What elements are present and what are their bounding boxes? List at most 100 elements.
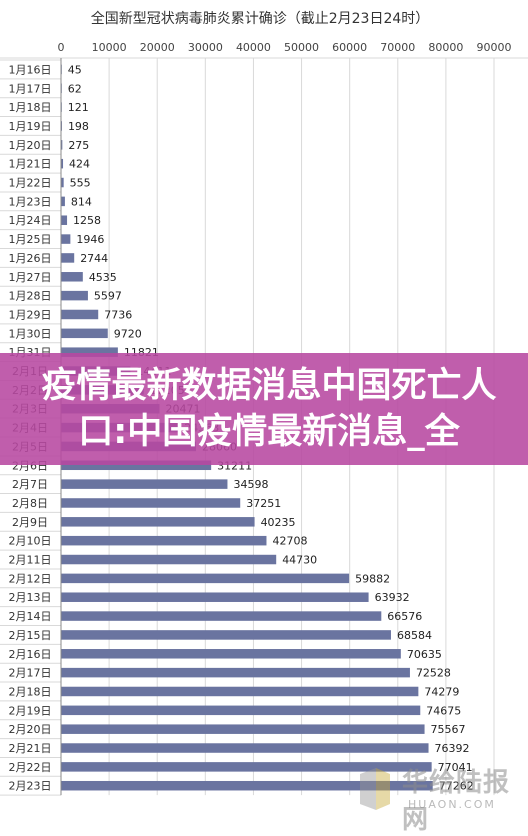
bar [61,253,75,263]
x-tick-label: 50000 [284,41,319,54]
bar [61,743,429,753]
overlay-banner[interactable]: 疫情最新数据消息中国死亡人口:中国疫情最新消息_全 [0,353,528,465]
banner-text[interactable]: 疫情最新数据消息中国死亡人口:中国疫情最新消息_全 [41,366,497,452]
watermark-sub: HUAON.COM [408,798,496,811]
category-label: 1月27日 [9,271,52,284]
category-label: 2月11日 [9,554,52,567]
data-label: 74675 [426,704,461,717]
data-label: 63932 [375,591,410,604]
bar [61,290,88,301]
category-label: 1月28日 [9,290,52,303]
data-label: 72528 [416,667,451,680]
category-label: 1月29日 [9,308,52,321]
x-tick-label: 30000 [188,41,223,54]
category-label: 1月30日 [9,327,52,340]
bar [61,535,267,546]
data-label: 5597 [94,290,122,303]
data-label: 77041 [438,761,473,774]
bar [61,649,401,659]
category-label: 1月20日 [9,139,52,152]
category-label: 1月23日 [9,195,52,208]
category-label: 1月22日 [9,177,52,190]
x-tick-label: 60000 [332,41,367,54]
data-label: 66576 [387,610,422,623]
category-label: 2月7日 [12,478,48,491]
category-label: 2月22日 [9,761,52,774]
data-label: 74279 [424,685,459,698]
data-label: 77262 [439,780,474,793]
data-label: 9720 [114,327,142,340]
category-label: 2月12日 [9,572,52,585]
x-tick-label: 90000 [477,41,512,54]
data-label: 76392 [435,742,470,755]
category-label: 2月13日 [9,591,52,604]
data-label: 1258 [73,214,101,227]
bar [61,724,425,734]
bar [61,573,350,584]
bar [61,592,369,602]
category-label: 2月19日 [9,704,52,717]
x-tick-label: 10000 [92,41,127,54]
bar [61,630,391,640]
category-label: 1月18日 [9,101,52,114]
bar [61,498,241,508]
bar [61,309,99,320]
category-label: 2月23日 [9,780,52,793]
category-label: 1月16日 [9,63,52,76]
bar [61,686,419,697]
bar [61,460,212,471]
bar [61,479,228,489]
category-label: 1月17日 [9,82,52,95]
data-label: 62 [68,82,82,95]
category-label: 1月19日 [9,120,52,133]
category-label: 2月16日 [9,648,52,661]
data-label: 1946 [76,233,104,246]
bar [61,140,63,150]
bar [61,158,64,169]
bar [61,517,255,527]
bar [61,177,64,188]
category-label: 2月14日 [9,610,52,623]
data-label: 59882 [355,572,390,585]
data-label: 7736 [104,308,132,321]
category-label: 2月20日 [9,723,52,736]
category-label: 2月10日 [9,535,52,548]
bar [61,667,410,678]
bar [61,272,83,282]
bar [61,780,433,791]
bar [61,328,108,339]
data-label: 4535 [89,271,117,284]
x-tick-label: 40000 [236,41,271,54]
bar [61,762,432,772]
bar [61,347,118,357]
data-label: 34598 [233,478,268,491]
bar [61,611,382,621]
category-label: 2月18日 [9,685,52,698]
data-label: 2744 [80,252,108,265]
data-label: 44730 [282,554,317,567]
data-label: 45 [68,63,82,76]
category-label: 2月8日 [12,497,48,510]
watermark: 华给陆报网 HUAON.COM [352,760,528,835]
category-label: 2月17日 [9,667,52,680]
data-label: 37251 [246,497,281,510]
category-label: 1月24日 [9,214,52,227]
data-label: 275 [68,139,89,152]
data-label: 121 [68,101,89,114]
x-tick-label: 20000 [140,41,175,54]
x-tick-label: 0 [58,41,65,54]
x-axis-ticks: 0 10000 20000 30000 40000 50000 60000 70000 8000… [58,41,512,54]
data-label: 40235 [261,516,296,529]
category-label: 2月9日 [12,516,48,529]
data-label: 814 [71,195,92,208]
category-label: 1月21日 [9,158,52,171]
category-label: 1月26日 [9,252,52,265]
category-label: 2月15日 [9,629,52,642]
chart-title: 全国新型冠状病毒肺炎累计确诊（截止2月23日24时） [91,10,430,27]
data-label: 198 [68,120,89,133]
watermark-logo-icon [360,768,390,810]
bar [61,705,421,716]
x-tick-label: 80000 [428,41,463,54]
bar [61,215,68,225]
data-label: 70635 [407,648,442,661]
